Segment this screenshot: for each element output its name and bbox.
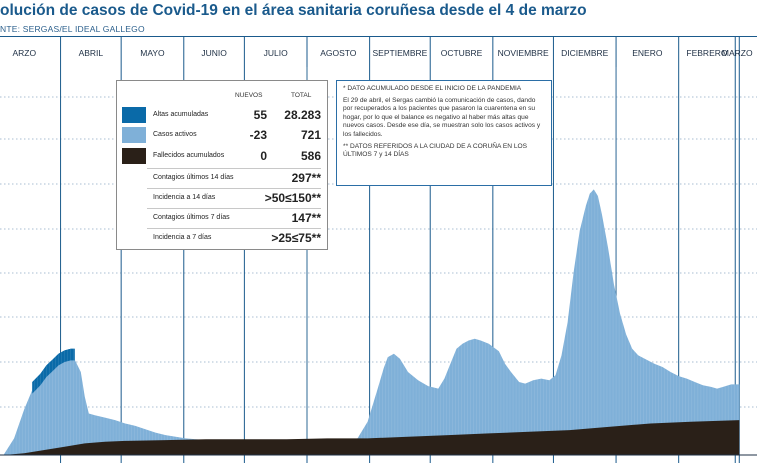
- legend-divider: [147, 168, 321, 169]
- month-label: DICIEMBRE: [561, 48, 609, 58]
- series-activos-area: [4, 189, 740, 455]
- legend-divider: [147, 188, 321, 189]
- month-label: JULIO: [264, 48, 288, 58]
- note-city-data: ** DATOS REFERIDOS A LA CIUDAD DE A CORU…: [343, 142, 528, 159]
- legend-row-altas: Altas acumuladas 55 28.283: [117, 107, 329, 125]
- series-fallecidos-area: [4, 420, 740, 455]
- month-label: JUNIO: [201, 48, 227, 58]
- stat-row: Contagios últimos 14 días 297**: [117, 170, 329, 188]
- stat-row: Contagios últimos 7 días 147**: [117, 210, 329, 228]
- legend-divider: [147, 208, 321, 209]
- month-label: ENERO: [632, 48, 663, 58]
- month-header-band: [0, 37, 757, 67]
- legend-label-activos: Casos activos: [153, 131, 197, 138]
- stat-row: Incidencia a 7 días >25≤75**: [117, 230, 329, 248]
- legend-new-activos: -23: [249, 128, 267, 142]
- legend-new-fallecidos: 0: [260, 149, 267, 163]
- month-label: SEPTIEMBRE: [373, 48, 428, 58]
- legend-swatch-activos: [122, 127, 146, 143]
- legend-row-fallecidos: Fallecidos acumulados 0 586: [117, 148, 329, 166]
- month-label: FEBRERO: [686, 48, 727, 58]
- stat-label: Contagios últimos 7 días: [153, 214, 230, 221]
- chart-title: olución de casos de Covid-19 en el área …: [0, 2, 587, 19]
- stat-label: Incidencia a 7 días: [153, 234, 212, 241]
- stat-row: Incidencia a 14 días >50≤150**: [117, 190, 329, 208]
- title-divider: [0, 36, 757, 37]
- legend-label-fallecidos: Fallecidos acumulados: [153, 152, 225, 159]
- month-label: ABRIL: [79, 48, 104, 58]
- legend-row-activos: Casos activos -23 721: [117, 127, 329, 145]
- legend-swatch-fallecidos: [122, 148, 146, 164]
- note-accumulated: * DATO ACUMULADO DESDE EL INICIO DE LA P…: [343, 85, 522, 92]
- legend-box: NUEVOS TOTAL Altas acumuladas 55 28.283 …: [116, 80, 328, 250]
- month-label: AGOSTO: [320, 48, 357, 58]
- legend-swatch-altas: [122, 107, 146, 123]
- note-sergas-change: El 29 de abril, el Sergas cambió la comu…: [343, 96, 541, 138]
- legend-divider: [147, 228, 321, 229]
- legend-total-fallecidos: 586: [300, 149, 321, 163]
- series-altas-cap: [32, 348, 75, 394]
- legend-total-activos: 721: [300, 128, 321, 142]
- stat-value: >50≤150**: [264, 191, 321, 205]
- stat-value: 297**: [291, 171, 321, 185]
- stat-label: Contagios últimos 14 días: [153, 174, 234, 181]
- month-label: OCTUBRE: [441, 48, 483, 58]
- chart-source: NTE: SERGAS/EL IDEAL GALLEGO: [0, 24, 145, 34]
- stat-value: >25≤75**: [271, 231, 321, 245]
- notes-box: * DATO ACUMULADO DESDE EL INICIO DE LA P…: [336, 80, 552, 186]
- covid-area-chart: ARZO ABRIL MAYO JUNIO JULIO AGOSTO SEPTIEMBRE O…: [0, 37, 757, 463]
- legend-new-altas: 55: [253, 108, 267, 122]
- legend-total-altas: 28.283: [284, 108, 321, 122]
- stat-value: 147**: [291, 211, 321, 225]
- month-label: MARZO: [722, 48, 753, 58]
- legend-col-new: NUEVOS: [235, 92, 263, 99]
- legend-label-altas: Altas acumuladas: [153, 111, 209, 118]
- month-label: ARZO: [12, 48, 36, 58]
- month-label: NOVIEMBRE: [498, 48, 549, 58]
- month-label: MAYO: [140, 48, 165, 58]
- stat-label: Incidencia a 14 días: [153, 194, 216, 201]
- legend-col-total: TOTAL: [291, 92, 312, 99]
